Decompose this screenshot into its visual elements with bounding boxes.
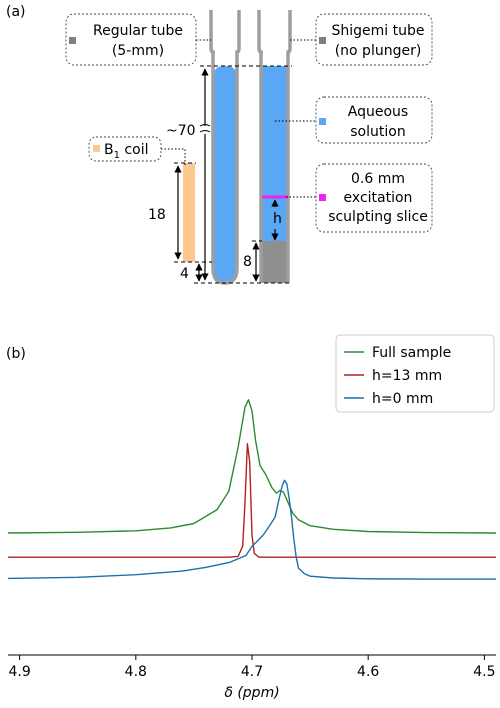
legend-label: h=0 mm	[372, 391, 433, 407]
regular-tube-sublabel: (5-mm)	[112, 43, 164, 59]
dim-plunger-label: 8	[243, 254, 252, 270]
series-line-1	[8, 443, 496, 558]
spectrum-plot: 4.9 4.8 4.7 4.6 4.5 δ (ppm)	[8, 399, 496, 701]
shigemi-tube-label: Shigemi tube	[332, 23, 425, 39]
legend-label: h=13 mm	[372, 368, 442, 384]
x-tick-label: 4.7	[241, 664, 263, 680]
x-axis-label: δ (ppm)	[224, 685, 279, 701]
aqueous-annotation: Aqueous solution	[275, 96, 433, 144]
dim-total-label: ~70	[166, 123, 196, 139]
legend-label: Full sample	[372, 345, 451, 361]
magenta-square-icon	[319, 194, 326, 201]
series-line-2	[8, 479, 496, 580]
slice-sublabel: excitation	[344, 190, 413, 206]
x-tick-label: 4.8	[125, 664, 147, 680]
x-tick-label: 4.9	[8, 664, 30, 680]
panel-a-label: (a)	[6, 4, 26, 20]
dim-h-label: h	[273, 211, 282, 227]
shigemi-tube-annotation: Shigemi tube (no plunger)	[290, 13, 433, 66]
series-line-0	[8, 399, 496, 534]
dim-coil-label: 18	[148, 207, 166, 223]
dimension-arrows	[174, 68, 279, 282]
regular-tube	[209, 10, 241, 285]
panel-b-label: (b)	[6, 346, 26, 362]
series-layer	[8, 399, 496, 580]
gray-square-icon	[319, 37, 326, 44]
slice-label: 0.6 mm	[351, 171, 405, 187]
break-mark	[199, 124, 211, 133]
coil-annotation: B1 coil	[88, 136, 186, 166]
slice-sublabel-2: sculpting slice	[328, 209, 428, 225]
slice-annotation: 0.6 mm excitation sculpting slice	[286, 163, 433, 233]
b1-coil	[183, 163, 195, 262]
x-ticks: 4.9 4.8 4.7 4.6 4.5	[8, 655, 496, 680]
regular-tube-label: Regular tube	[93, 23, 183, 39]
shigemi-tube	[257, 10, 292, 283]
dim-gap-label: 4	[180, 266, 189, 282]
x-tick-label: 4.5	[473, 664, 495, 680]
legend: Full sample h=13 mm h=0 mm	[335, 334, 495, 413]
regular-tube-solution	[213, 66, 237, 281]
blue-square-icon	[319, 118, 326, 125]
reference-lines	[174, 65, 292, 284]
gray-square-icon	[69, 37, 76, 44]
x-tick-label: 4.6	[357, 664, 379, 680]
dim-h-bg	[270, 207, 286, 229]
regular-tube-annotation: Regular tube (5-mm)	[65, 13, 211, 66]
orange-square-icon	[93, 145, 100, 152]
aqueous-label: Aqueous	[348, 104, 408, 120]
aqueous-sublabel: solution	[350, 124, 405, 140]
shigemi-tube-glass	[257, 10, 292, 283]
shigemi-tube-plunger	[261, 241, 288, 283]
coil-label: B1 coil	[104, 142, 148, 161]
shigemi-tube-sublabel: (no plunger)	[335, 43, 422, 59]
